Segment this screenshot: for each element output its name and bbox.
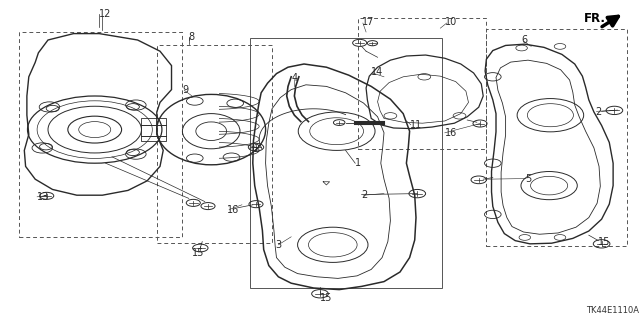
Text: 16: 16: [445, 128, 457, 138]
Text: 5: 5: [525, 174, 531, 184]
Text: 15: 15: [598, 236, 611, 247]
Text: 12: 12: [99, 9, 111, 20]
Text: 15: 15: [192, 248, 204, 258]
Text: 2: 2: [595, 107, 602, 117]
Bar: [141, 118, 166, 141]
Text: 17: 17: [362, 17, 374, 28]
Text: TK44E1110A: TK44E1110A: [586, 306, 639, 315]
Text: 2: 2: [253, 144, 259, 154]
Text: 13: 13: [37, 192, 49, 202]
Text: 11: 11: [410, 120, 422, 130]
Text: 8: 8: [189, 32, 195, 42]
Text: 9: 9: [182, 84, 189, 95]
Text: 2: 2: [362, 190, 368, 200]
Text: 3: 3: [275, 240, 282, 250]
Text: 6: 6: [522, 35, 528, 45]
Text: 15: 15: [320, 292, 332, 303]
Text: 4: 4: [291, 73, 298, 84]
Text: 16: 16: [227, 204, 239, 215]
Text: FR.: FR.: [584, 12, 606, 25]
Text: 10: 10: [445, 17, 457, 28]
Text: 14: 14: [371, 67, 383, 77]
Text: 1: 1: [355, 158, 362, 168]
